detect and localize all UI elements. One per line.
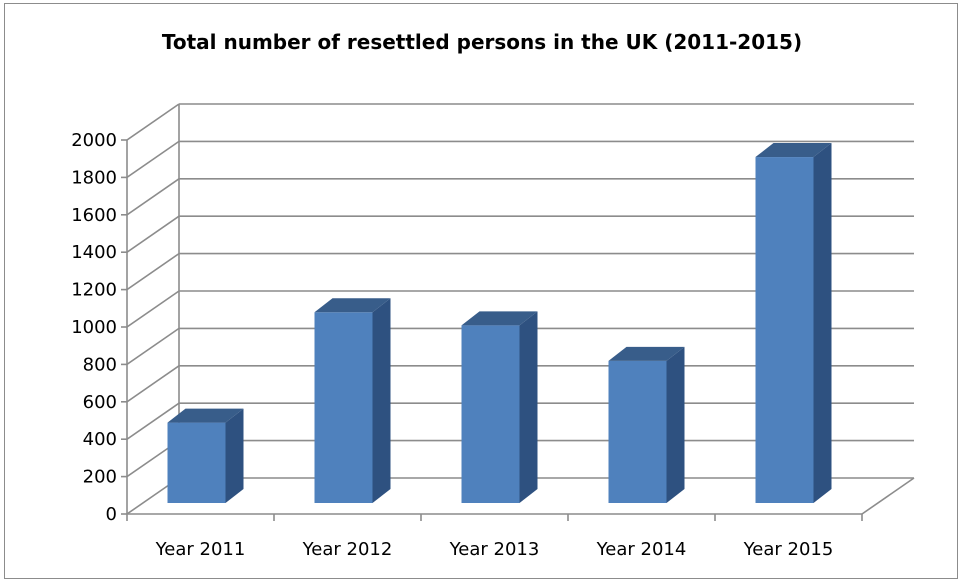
y-tick-label: 600: [83, 392, 117, 413]
y-tick-label: 200: [83, 467, 117, 488]
gridline-diagonal: [126, 327, 180, 366]
bar-front: [167, 422, 226, 503]
gridline-diagonal: [126, 215, 180, 253]
bar-side: [225, 408, 244, 503]
x-tick-label: Year 2015: [743, 539, 834, 560]
gridline-diagonal: [126, 365, 180, 403]
x-tick-label: Year 2012: [302, 539, 393, 560]
bar-front: [461, 325, 520, 503]
bar-side: [813, 143, 832, 504]
chart-title: Total number of resettled persons in the…: [161, 30, 803, 54]
y-tick-label: 1800: [71, 167, 117, 188]
y-tick-label: 1000: [71, 317, 117, 338]
y-tick-label: 0: [106, 504, 117, 525]
bar-side: [372, 298, 391, 503]
bar-top: [755, 143, 832, 158]
bar-top: [167, 408, 244, 423]
y-tick-label: 400: [83, 429, 117, 450]
x-tick-label: Year 2011: [155, 539, 246, 560]
x-tick-label: Year 2013: [449, 539, 540, 560]
bar-front: [314, 312, 373, 503]
gridline-diagonal: [126, 402, 180, 440]
y-tick-label: 1200: [71, 280, 117, 301]
bar-top: [461, 311, 538, 326]
gridline-diagonal: [126, 103, 180, 141]
y-tick-label: 1600: [71, 205, 117, 226]
bar-side: [666, 346, 685, 503]
y-tick-label: 2000: [71, 130, 117, 151]
gridline-diagonal: [126, 252, 180, 291]
floor-right-edge: [861, 477, 915, 515]
y-tick-label: 1400: [71, 242, 117, 263]
bar-side: [519, 311, 538, 503]
bar-front: [608, 360, 667, 503]
bar-top: [314, 298, 391, 313]
bar-front: [755, 157, 814, 504]
gridline-diagonal: [126, 178, 180, 216]
bar-top: [608, 346, 685, 361]
gridline-diagonal: [126, 290, 180, 328]
x-tick-label: Year 2014: [596, 539, 687, 560]
y-tick-label: 800: [83, 354, 117, 375]
gridline-diagonal: [126, 140, 180, 179]
